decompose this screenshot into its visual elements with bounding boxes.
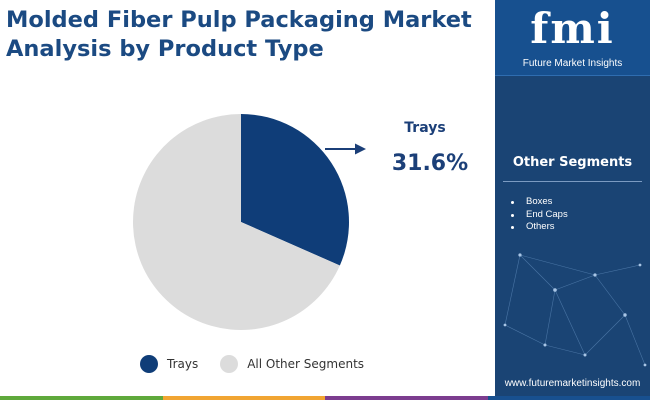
fmi-logo: fmi [530,4,615,53]
legend-label-other-segments: All Other Segments [247,357,365,371]
pie-chart [133,114,366,331]
chart-title: Molded Fiber Pulp Packaging Market Analy… [6,6,496,64]
legend-swatch-trays [140,355,158,373]
legend-swatch-other-segments [220,355,239,373]
segment-item-boxes: Boxes [509,196,568,209]
pie-slice-trays [241,114,349,266]
chart-title-line-2: Analysis by Product Type [6,36,324,62]
legend-item-trays: Trays [140,355,198,373]
bottom-bar-segment [325,396,488,400]
chart-legend: Trays All Other Segments [140,355,386,373]
brand-name: Future Market Insights [522,58,623,69]
chart-title-line-1: Molded Fiber Pulp Packaging Market [6,7,472,33]
legend-item-other-segments: All Other Segments [220,355,364,373]
pie-slices [133,114,349,331]
segments-divider [503,181,642,182]
brand-box: fmi Future Market Insights [495,0,650,76]
other-segments-list: Boxes End Caps Others [509,196,568,234]
side-panel: fmi Future Market Insights Other Segment… [495,0,650,400]
legend-label-trays: Trays [167,357,199,371]
bottom-bar-segment [487,396,650,400]
other-segments-title: Other Segments [512,155,633,170]
callout-label: Trays [404,120,446,136]
pie-slice-all-other-segments [133,114,340,331]
segment-item-others: Others [509,221,568,234]
bottom-bar-segment [0,396,163,400]
bottom-color-bar [0,396,650,400]
website-url[interactable]: www.futuremarketinsights.com [504,378,641,389]
segment-item-end-caps: End Caps [509,209,568,222]
network-graphic [503,253,647,367]
bottom-bar-segment [162,396,325,400]
callout-arrow-head [355,143,366,155]
callout-value: 31.6% [391,151,469,176]
